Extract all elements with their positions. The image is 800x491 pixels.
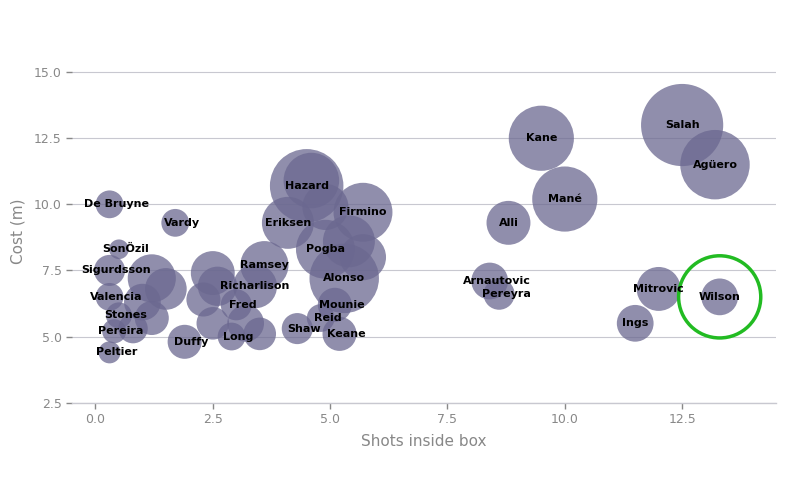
Point bbox=[282, 219, 294, 227]
Text: Peltier: Peltier bbox=[96, 348, 137, 357]
Point bbox=[206, 319, 219, 327]
Y-axis label: Cost (m): Cost (m) bbox=[10, 198, 26, 264]
Text: Kane: Kane bbox=[526, 133, 557, 143]
Text: Pogba: Pogba bbox=[306, 245, 345, 254]
Point bbox=[714, 293, 726, 301]
Point bbox=[239, 319, 252, 327]
Text: Reid: Reid bbox=[314, 313, 342, 323]
Text: Mitrovic: Mitrovic bbox=[634, 284, 684, 294]
Point bbox=[146, 314, 158, 322]
Point bbox=[103, 200, 116, 208]
Point bbox=[206, 269, 219, 277]
Point bbox=[126, 325, 139, 332]
Text: Firmino: Firmino bbox=[339, 207, 386, 217]
Point bbox=[319, 246, 332, 253]
Point bbox=[314, 314, 327, 322]
Point bbox=[113, 246, 126, 253]
Text: Ramsey: Ramsey bbox=[240, 260, 289, 270]
Point bbox=[483, 277, 496, 285]
Text: Mané: Mané bbox=[548, 194, 582, 204]
Point bbox=[300, 182, 313, 190]
Point bbox=[211, 282, 224, 290]
Text: Fred: Fred bbox=[230, 300, 257, 310]
Point bbox=[709, 161, 722, 168]
Point bbox=[146, 274, 158, 282]
Point bbox=[159, 285, 172, 293]
Text: Eriksen: Eriksen bbox=[265, 218, 311, 228]
Point bbox=[305, 177, 318, 185]
Point bbox=[291, 325, 304, 332]
Point bbox=[558, 195, 571, 203]
Text: Alli: Alli bbox=[498, 218, 518, 228]
Point bbox=[230, 301, 242, 309]
Point bbox=[342, 238, 355, 246]
Point bbox=[493, 290, 506, 298]
Point bbox=[535, 135, 548, 142]
Text: Pereira: Pereira bbox=[98, 326, 144, 336]
Point bbox=[714, 293, 726, 301]
Point bbox=[258, 261, 271, 269]
Point bbox=[197, 296, 210, 303]
Point bbox=[254, 330, 266, 338]
Point bbox=[113, 311, 126, 319]
Point bbox=[225, 332, 238, 340]
Text: Keane: Keane bbox=[327, 329, 366, 339]
Point bbox=[249, 282, 262, 290]
Point bbox=[178, 338, 191, 346]
Text: Shaw: Shaw bbox=[287, 324, 321, 333]
X-axis label: Shots inside box: Shots inside box bbox=[362, 435, 486, 449]
Point bbox=[103, 349, 116, 356]
Point bbox=[676, 121, 689, 129]
Text: Pereyra: Pereyra bbox=[482, 289, 530, 299]
Point bbox=[357, 253, 370, 261]
Text: Valencia: Valencia bbox=[90, 292, 142, 302]
Text: Hazard: Hazard bbox=[285, 181, 329, 191]
Point bbox=[357, 208, 370, 216]
Text: Mounie: Mounie bbox=[319, 300, 365, 310]
Text: Long: Long bbox=[223, 331, 254, 342]
Point bbox=[108, 327, 121, 335]
Point bbox=[329, 301, 342, 309]
Text: Ings: Ings bbox=[622, 318, 648, 328]
Text: Vardy: Vardy bbox=[164, 218, 200, 228]
Point bbox=[103, 293, 116, 301]
Point bbox=[103, 267, 116, 274]
Point bbox=[169, 219, 182, 227]
Text: Agüero: Agüero bbox=[693, 160, 738, 170]
Text: Alonso: Alonso bbox=[323, 273, 366, 283]
Text: Wilson: Wilson bbox=[698, 292, 741, 302]
Point bbox=[652, 285, 665, 293]
Text: Arnautovic: Arnautovic bbox=[462, 276, 530, 286]
Point bbox=[629, 319, 642, 327]
Text: De Bruyne: De Bruyne bbox=[84, 199, 149, 209]
Text: Stones: Stones bbox=[105, 310, 147, 320]
Point bbox=[136, 298, 149, 306]
Point bbox=[338, 274, 350, 282]
Text: Richarlison: Richarlison bbox=[220, 281, 290, 291]
Text: SonÖzil: SonÖzil bbox=[102, 244, 150, 254]
Text: Sigurdsson: Sigurdsson bbox=[82, 266, 151, 275]
Point bbox=[333, 330, 346, 338]
Text: Duffy: Duffy bbox=[174, 337, 209, 347]
Point bbox=[319, 203, 332, 211]
Text: Salah: Salah bbox=[665, 120, 699, 130]
Point bbox=[502, 219, 515, 227]
